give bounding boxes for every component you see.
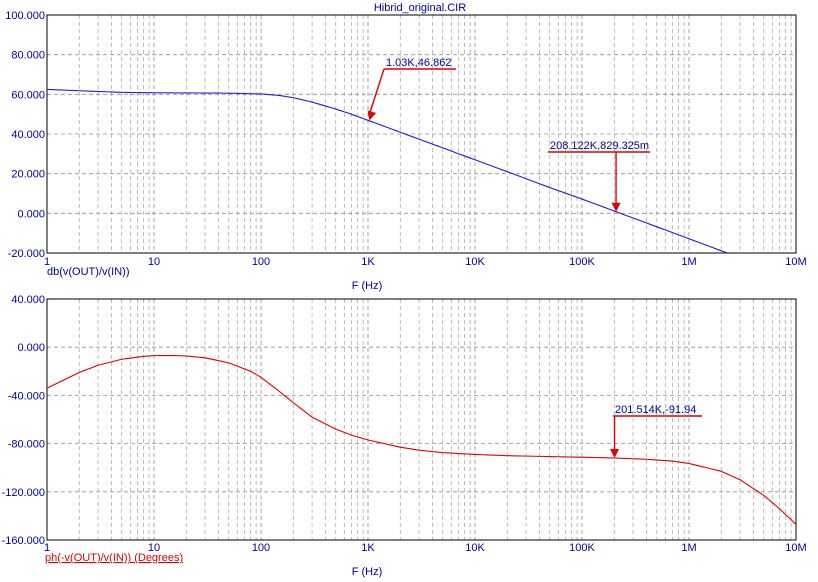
plot-frame [46, 298, 797, 541]
x-tick-label: 1M [681, 542, 696, 554]
x-tick-label: 10M [785, 542, 806, 554]
x-tick-label: 100 [252, 256, 270, 268]
chart-title: Hibrid_original.CIR [374, 2, 466, 14]
y-tick-label: 40.000 [11, 294, 45, 306]
x-tick-label: 100 [252, 542, 270, 554]
x-tick-label: 1M [681, 256, 696, 268]
y-tick-label: -80.000 [8, 439, 45, 451]
marker-label: 208.122K,829.325m [550, 140, 649, 152]
y-tick-label: 100.000 [5, 10, 45, 22]
plot-frame [46, 14, 797, 254]
y-tick-label: 0.000 [17, 208, 45, 220]
trace-label: ph(-v(OUT)/v(IN)) (Degrees) [45, 552, 183, 564]
x-tick-label: 10 [148, 542, 160, 554]
x-tick-label: 10K [465, 256, 485, 268]
y-tick-label: -160.000 [2, 535, 45, 547]
x-tick-label: 10K [465, 542, 485, 554]
y-tick-label: -40.000 [8, 390, 45, 402]
marker-label: 1.03K,46.862 [386, 57, 451, 69]
x-tick-label: 1K [361, 256, 375, 268]
trace-label: db(v(OUT)/v(IN)) [47, 266, 130, 278]
x-tick-label: 100K [569, 256, 595, 268]
marker-arrowhead [367, 110, 377, 121]
magnitude-panel: 100.000 80.000 60.000 40.000 20.000 0.000 -20.… [5, 10, 806, 292]
marker-arrowhead [611, 202, 621, 212]
x-tick-label: 100K [569, 542, 595, 554]
x-tick-label: 1 [44, 542, 50, 554]
x-axis-label: F (Hz) [352, 280, 383, 292]
y-tick-label: 60.000 [11, 89, 45, 101]
y-tick-label: 0.000 [17, 342, 45, 354]
marker-label: 201.514K,-91.94 [615, 404, 696, 416]
y-tick-label: 20.000 [11, 169, 45, 181]
y-tick-label: 40.000 [11, 129, 45, 141]
x-tick-label: 10M [785, 256, 806, 268]
series-line [47, 88, 728, 253]
phase-panel: 40.000 0.000 -40.000 -80.000 -120.000 -160.00… [2, 294, 807, 578]
y-tick-label: 80.000 [11, 50, 45, 62]
marker-arrowhead [610, 448, 620, 458]
y-tick-label: -120.000 [2, 487, 45, 499]
x-tick-label: 1K [361, 542, 375, 554]
x-axis-label: F (Hz) [352, 566, 383, 578]
series-line [47, 354, 796, 525]
x-tick-label: 1 [44, 256, 50, 268]
marker-arrow-shaft [368, 68, 385, 115]
y-tick-label: -20.000 [8, 248, 45, 260]
x-tick-label: 10 [148, 256, 160, 268]
